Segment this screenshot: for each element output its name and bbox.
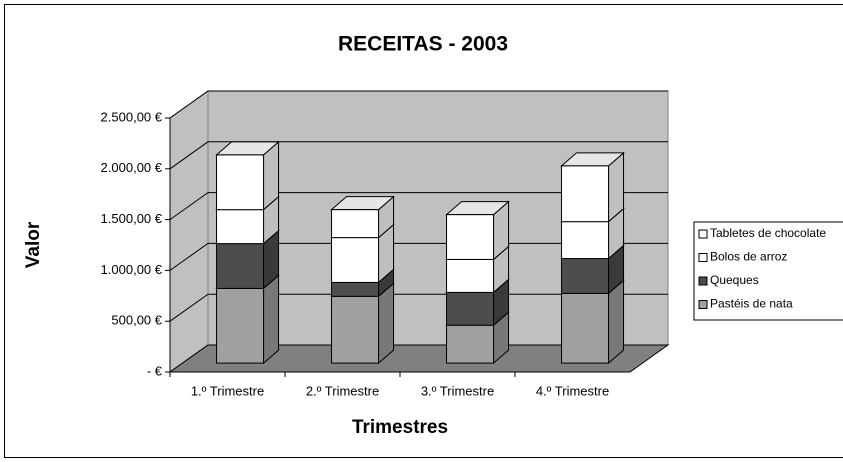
bar: [446, 258, 495, 293]
legend-text: Pastéis de nata: [710, 297, 793, 311]
bar: [561, 165, 610, 223]
legend-text: Queques: [710, 273, 759, 287]
grid-line: [169, 141, 668, 170]
bar: [216, 287, 265, 364]
x-tick-label: 3.º Trimestre: [421, 383, 494, 398]
y-tick-label: 2.500,00 €: [101, 109, 163, 124]
x-tick-label: 2.º Trimestre: [306, 383, 379, 398]
bar: [331, 281, 380, 297]
legend-text: Bolos de arroz: [710, 250, 787, 264]
legend: Tabletes de chocolate Bolos de arroz Quequ…: [693, 221, 843, 321]
bar: [561, 258, 610, 294]
x-axis-title: Trimestres: [352, 417, 448, 438]
bar-side: [263, 274, 280, 365]
bar: [216, 209, 265, 245]
grid-line: [169, 242, 668, 271]
bar: [561, 221, 610, 260]
bar: [216, 154, 265, 211]
bar: [561, 292, 610, 364]
y-tick-label: 1.000,00 €: [101, 262, 163, 277]
y-axis-title: Valor: [23, 221, 44, 268]
bar: [331, 209, 380, 239]
x-tick-label: 4.º Trimestre: [536, 383, 609, 398]
bar-side: [608, 279, 625, 365]
grid-line: [169, 90, 668, 119]
y-tick-label: 1.500,00 €: [101, 211, 163, 226]
side-wall: [169, 90, 209, 373]
legend-swatch: [698, 253, 708, 262]
bar: [331, 237, 380, 283]
bar-side: [378, 282, 395, 365]
legend-swatch: [698, 300, 708, 309]
grid-line: [169, 293, 668, 322]
legend-text: Tabletes de chocolate: [710, 226, 826, 240]
bar: [216, 243, 265, 289]
chart-title: RECEITAS - 2003: [338, 33, 508, 56]
y-tick-label: - €: [147, 363, 163, 378]
bar: [331, 295, 380, 364]
legend-box: [693, 221, 843, 321]
legend-swatch: [698, 229, 708, 239]
plot-area: - € 500,00 € 1.000,00 € 1.500,00 € 2.000,00 …: [101, 90, 670, 398]
bar: [446, 214, 495, 260]
y-tick-label: 500,00 €: [111, 313, 162, 328]
grid-line: [169, 192, 668, 221]
bar: [446, 291, 495, 326]
bar: [446, 324, 495, 364]
legend-swatch: [698, 276, 708, 286]
y-tick-label: 2.000,00 €: [101, 160, 163, 175]
x-tick-label: 1.º Trimestre: [191, 383, 264, 398]
